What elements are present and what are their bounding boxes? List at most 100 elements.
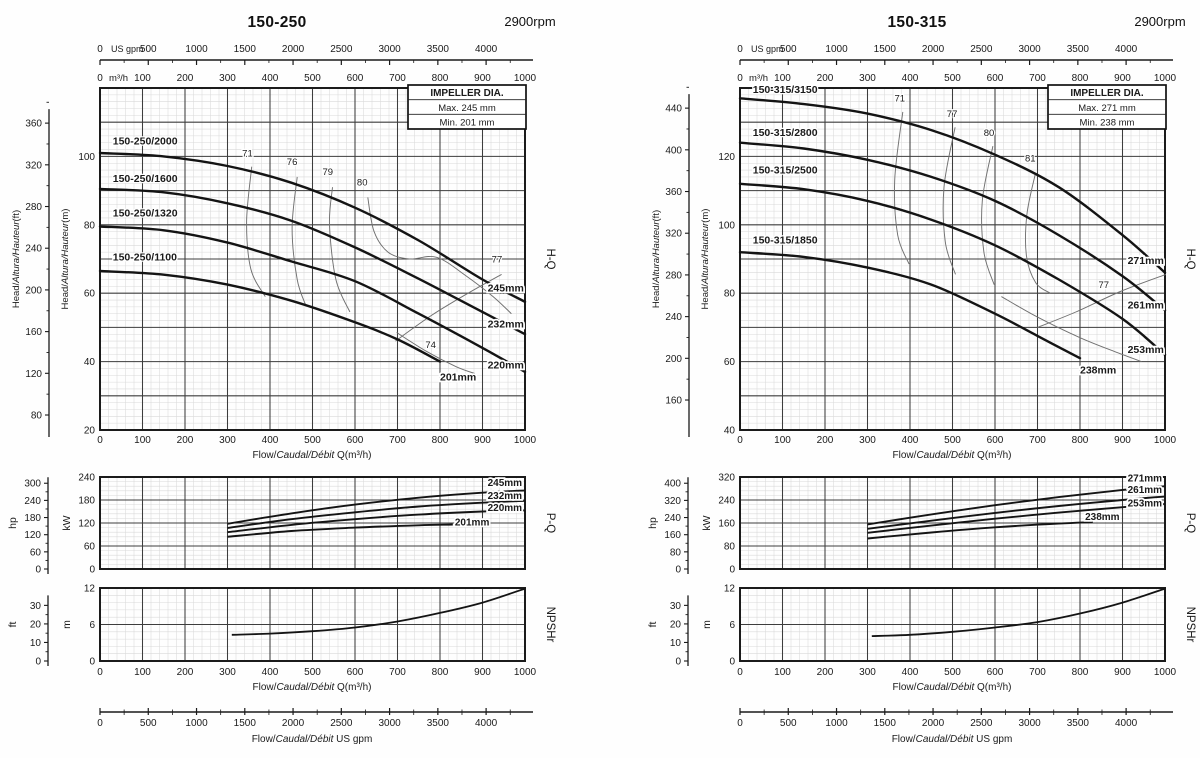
pq-kw-tick: 80: [724, 542, 736, 553]
npsh-ft-unit: ft: [647, 622, 659, 628]
gpm-bottom-tick: 2500: [330, 718, 353, 729]
hq-curve-name: 150-250/1100: [113, 252, 177, 264]
efficiency-label: 80: [984, 128, 995, 139]
npsh-panel-label: NPSHr: [544, 607, 556, 643]
hq-ft-tick: 440: [665, 104, 682, 115]
pq-curve-dia: 232mm: [488, 491, 523, 502]
hq-curve-name: 150-250/1320: [113, 207, 178, 219]
hq-m-tick: 60: [84, 289, 96, 300]
hq-curve-name: 150-315/2800: [753, 127, 818, 139]
m3h-tick: 800: [432, 73, 449, 84]
m3h-tick: 700: [389, 73, 406, 84]
panel-frame: [739, 476, 1166, 570]
panel-frame: [739, 587, 1166, 662]
m3h-tick: 100: [134, 73, 151, 84]
m3h-tick: 300: [859, 73, 876, 84]
pq-hp-tick: 120: [24, 530, 41, 541]
npsh-ft-tick: 0: [35, 657, 41, 668]
hq-curve-dia: 220mm: [488, 359, 524, 371]
pq-curve-dia: 253mm: [1128, 498, 1163, 509]
efficiency-line: [942, 127, 956, 275]
pq-hp-tick: 240: [24, 496, 41, 507]
gpm-top-tick: 2500: [970, 44, 993, 55]
hq-flow-axis-label: Flow/Caudal/Débit Q(m³/h): [893, 450, 1012, 461]
hq-flow-axis-label: Flow/Caudal/Débit Q(m³/h): [253, 450, 372, 461]
hq-ft-axis-label: Head/Altura/Hauteur(ft): [11, 210, 22, 308]
impeller-box-max: Max. 271 mm: [1078, 103, 1136, 114]
hq-ft-tick: 320: [665, 229, 682, 240]
hq-ft-tick: 200: [25, 285, 42, 296]
hq-x-tick: 400: [262, 435, 279, 446]
pq-kw-tick: 240: [78, 473, 95, 484]
gpm-bottom-tick: 500: [780, 718, 797, 729]
hq-y-axes: 40 60 80 100 120 Head/Altura/Hauteur(m) 160 200…: [651, 86, 736, 437]
m3h-tick: 600: [347, 73, 364, 84]
pq-kw-tick: 160: [718, 519, 735, 530]
pq-kw-tick: 120: [78, 519, 95, 530]
hq-curve: [738, 97, 1167, 274]
m3h-zero: 0: [97, 73, 103, 84]
hq-curve-dia: 261mm: [1128, 300, 1164, 312]
hq-ft-tick: 280: [25, 202, 42, 213]
npsh-x-tick: 300: [859, 667, 876, 678]
gpm-top-tick: 1000: [825, 44, 848, 55]
top-m3h-axis: 0 m³/h 100 200 300 400 500 600 700 800 900 1000: [97, 73, 536, 84]
hq-curves: 150-250/2000 245mm 150-250/1600 232mm 150-25…: [98, 134, 527, 385]
npsh-ft-tick: 10: [670, 638, 682, 649]
efficiency-label: 80: [357, 177, 368, 188]
gpm-bottom-tick: 4000: [1115, 718, 1138, 729]
hq-curve: [738, 141, 1167, 312]
pq-hp-tick: 0: [675, 565, 681, 576]
efficiency-label: 77: [1099, 280, 1110, 291]
npsh-ft-tick: 10: [30, 638, 42, 649]
gpm-bottom-tick: 1000: [185, 718, 208, 729]
hq-x-tick: 600: [987, 435, 1004, 446]
hq-m-tick: 40: [84, 357, 96, 368]
npsh-x-tick: 200: [817, 667, 834, 678]
pq-hp-tick: 400: [664, 479, 681, 490]
efficiency-label: 76: [287, 157, 298, 168]
npsh-x-tick: 400: [262, 667, 279, 678]
gpm-bottom-tick: 2000: [922, 718, 945, 729]
hq-x-tick: 300: [859, 435, 876, 446]
efficiency-label: 77: [492, 254, 503, 265]
pq-curve-dia: 238mm: [1085, 512, 1120, 523]
gpm-top-tick: 3500: [427, 44, 450, 55]
m3h-tick: 600: [987, 73, 1004, 84]
gpm-bottom-tick: 1000: [825, 718, 848, 729]
pq-hp-unit: hp: [647, 517, 659, 529]
pq-curve: [227, 489, 526, 525]
hq-curves: 150-315/3150 271mm 150-315/2800 261mm 150-31…: [738, 83, 1167, 378]
pq-y-axes: 0 80 160 240 320 kW 0 80 160 240 320 400 hp: [647, 473, 735, 576]
npsh-x-tick: 500: [944, 667, 961, 678]
hq-ft-tick: 80: [31, 411, 43, 422]
efficiency-line: [1025, 173, 1051, 294]
hq-m-tick: 100: [78, 152, 95, 163]
npsh-x-tick: 500: [304, 667, 321, 678]
pump-chart-150-315: 0 US gpm 500 1000 1500 2000 2500 3000 3500 4000 0 m…: [600, 0, 1200, 758]
impeller-box-frame: [407, 84, 527, 130]
impeller-box-frame: [1047, 84, 1167, 130]
efficiency-line: [894, 111, 910, 265]
pq-hp-tick: 240: [664, 513, 681, 524]
pq-panel-label: P-Q: [1184, 513, 1196, 534]
hq-x-tick: 0: [97, 435, 103, 446]
hq-curve-dia: 271mm: [1128, 255, 1164, 267]
gpm-bottom-tick: 4000: [475, 718, 498, 729]
panel-frame: [739, 87, 1166, 431]
gpm-bottom-tick: 1500: [234, 718, 257, 729]
hq-m-axis-label: Head/Altura/Hauteur(m): [60, 209, 71, 310]
hq-ft-tick: 240: [665, 312, 682, 323]
npsh-m-tick: 0: [729, 657, 735, 668]
impeller-box-max: Max. 245 mm: [438, 103, 496, 114]
gpm-top-tick: 1500: [234, 44, 257, 55]
efficiency-line: [291, 176, 307, 306]
m3h-tick: 800: [1072, 73, 1089, 84]
impeller-dia-box: IMPELLER DIA. Max. 245 mm Min. 201 mm: [407, 84, 527, 130]
npsh-x-tick: 900: [1114, 667, 1131, 678]
hq-m-tick: 60: [724, 357, 736, 368]
gpm-top-tick: 2000: [282, 44, 305, 55]
gpm-top-tick: 1500: [874, 44, 897, 55]
